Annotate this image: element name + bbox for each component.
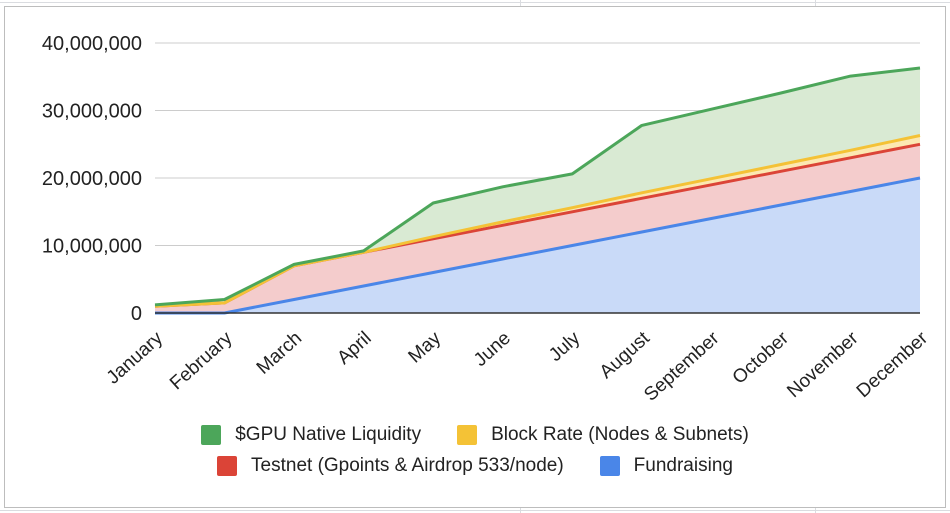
area-gpu-native-liquidity [155, 68, 920, 307]
y-tick-label: 30,000,000 [42, 101, 142, 123]
line-fundraising [155, 176, 921, 315]
legend-swatch-icon [201, 425, 222, 445]
x-tick-label: July [545, 327, 585, 366]
legend-item-testnet[interactable]: Testnet (Gpoints & Airdrop 533/node) [217, 455, 564, 477]
x-tick-label: October [729, 327, 794, 388]
legend-swatch-icon [599, 456, 620, 476]
legend-item-gpu-liquidity[interactable]: $GPU Native Liquidity [201, 424, 421, 446]
x-tick-label: May [404, 327, 445, 367]
x-tick-label: November [783, 327, 863, 402]
legend-swatch-icon [217, 456, 238, 476]
x-tick-label: January [103, 327, 168, 388]
legend-label: Testnet (Gpoints & Airdrop 533/node) [251, 455, 564, 476]
y-tick-label: 40,000,000 [42, 33, 142, 55]
x-tick-label: December [853, 327, 933, 402]
legend-label: $GPU Native Liquidity [235, 424, 422, 445]
y-tick-label: 10,000,000 [42, 236, 142, 258]
legend-label: Fundraising [633, 455, 733, 476]
legend-item-fundraising[interactable]: Fundraising [599, 455, 733, 477]
area-block-rate-nodes-subnets [155, 135, 920, 307]
legend-label: Block Rate (Nodes & Subnets) [491, 424, 749, 445]
x-tick-label: August [596, 327, 655, 383]
x-tick-label: June [470, 328, 515, 371]
legend-swatch-icon [457, 425, 478, 445]
area-fundraising [155, 178, 920, 313]
x-tick-label: March [253, 328, 306, 379]
legend-item-block-rate[interactable]: Block Rate (Nodes & Subnets) [457, 424, 749, 446]
x-tick-label: September [640, 327, 724, 405]
legend-row-2: Testnet (Gpoints & Airdrop 533/node) Fun… [0, 455, 950, 477]
line-gpu-native-liquidity [154, 66, 921, 307]
legend-row-1: $GPU Native Liquidity Block Rate (Nodes … [0, 424, 950, 446]
x-tick-label: February [166, 327, 237, 394]
y-tick-label: 0 [131, 303, 142, 325]
x-tick-label: April [333, 328, 375, 369]
line-block-rate-nodes-subnets [154, 134, 921, 308]
y-tick-label: 20,000,000 [42, 168, 142, 190]
area-testnet-gpoints-airdrop-533-node [155, 144, 920, 313]
